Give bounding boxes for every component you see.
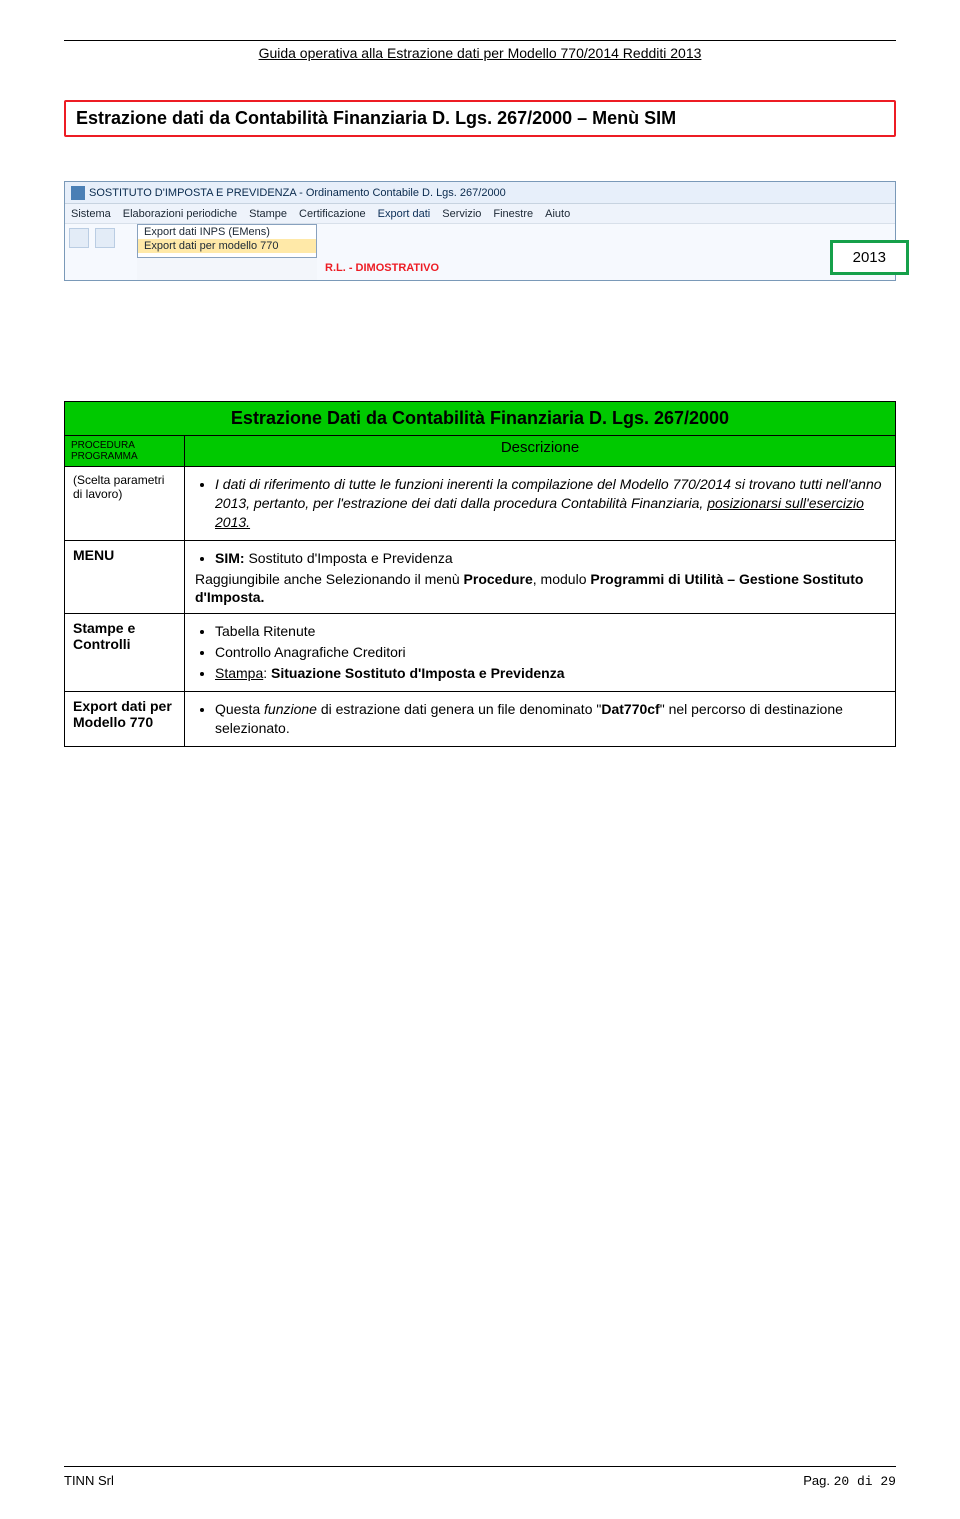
stampe-item3-u: Stampa	[215, 665, 263, 681]
menu-item: Aiuto	[545, 208, 570, 220]
row-label-scelta: (Scelta parametri di lavoro)	[65, 467, 185, 541]
row-label-stampe: Stampe e Controlli	[65, 614, 185, 692]
footer-left: TINN Srl	[64, 1473, 114, 1489]
screenshot-title-text: SOSTITUTO D'IMPOSTA E PREVIDENZA - Ordin…	[89, 187, 506, 199]
screenshot-toolbar	[65, 224, 137, 280]
status-left-label: R.L. - DIMOSTRATIVO	[325, 262, 439, 274]
export-dropdown: Export dati INPS (EMens) Export dati per…	[137, 224, 317, 258]
year-callout: 2013	[830, 240, 909, 275]
stampe-item: Tabella Ritenute	[215, 622, 887, 641]
table-sub-right: Descrizione	[185, 436, 896, 467]
menu-bullet-rest: Sostituto d'Imposta e Previdenza	[245, 550, 453, 566]
table-sub-left: PROCEDURA PROGRAMMA	[65, 436, 185, 467]
screenshot-menubar: Sistema Elaborazioni periodiche Stampe C…	[65, 204, 895, 224]
menu-item: Elaborazioni periodiche	[123, 208, 237, 220]
dropdown-item: Export dati INPS (EMens)	[138, 225, 316, 239]
screenshot-statusbar: R.L. - DIMOSTRATIVO Esercizio:	[317, 224, 895, 280]
export-mid: di estrazione dati genera un file denomi…	[317, 701, 601, 717]
stampe-item: Stampa: Situazione Sostituto d'Imposta e…	[215, 664, 887, 683]
footer-page-number: 20 di 29	[834, 1474, 896, 1489]
row-content-export: Questa funzione di estrazione dati gener…	[185, 692, 896, 747]
export-pre: Questa	[215, 701, 264, 717]
menu-line2-bold1: Procedure	[464, 571, 533, 587]
screenshot-titlebar: SOSTITUTO D'IMPOSTA E PREVIDENZA - Ordin…	[65, 182, 895, 204]
row-content-stampe: Tabella Ritenute Controllo Anagrafiche C…	[185, 614, 896, 692]
menu-item-export: Export dati	[378, 208, 431, 220]
row-content-scelta: I dati di riferimento di tutte le funzio…	[185, 467, 896, 541]
menu-line2-mid: , modulo	[533, 571, 591, 587]
footer-right: Pag. 20 di 29	[803, 1473, 896, 1489]
toolbar-button	[69, 228, 89, 248]
row-content-menu: SIM: Sostituto d'Imposta e Previdenza Ra…	[185, 540, 896, 614]
toolbar-button	[95, 228, 115, 248]
app-icon	[71, 186, 85, 200]
section-title-box: Estrazione dati da Contabilità Finanziar…	[64, 100, 896, 137]
dropdown-item-selected: Export dati per modello 770	[138, 239, 316, 253]
page-header-title: Guida operativa alla Estrazione dati per…	[64, 43, 896, 64]
stampe-item: Controllo Anagrafiche Creditori	[215, 643, 887, 662]
menu-bullet-bold: SIM:	[215, 550, 245, 566]
footer-right-pre: Pag.	[803, 1473, 833, 1488]
menu-line2-pre: Raggiungibile anche Selezionando il menù	[195, 571, 464, 587]
info-table: Estrazione Dati da Contabilità Finanziar…	[64, 401, 896, 747]
stampe-item3-rest: :	[263, 665, 271, 681]
table-header: Estrazione Dati da Contabilità Finanziar…	[65, 402, 896, 436]
row-label-menu: MENU	[65, 540, 185, 614]
row-label-export: Export dati per Modello 770	[65, 692, 185, 747]
app-screenshot: SOSTITUTO D'IMPOSTA E PREVIDENZA - Ordin…	[64, 181, 896, 281]
menu-item: Servizio	[442, 208, 481, 220]
menu-item: Certificazione	[299, 208, 366, 220]
export-italic: funzione	[264, 701, 317, 717]
menu-item: Finestre	[493, 208, 533, 220]
menu-item: Sistema	[71, 208, 111, 220]
page-footer: TINN Srl Pag. 20 di 29	[64, 1466, 896, 1489]
stampe-item3-bold: Situazione Sostituto d'Imposta e Previde…	[271, 665, 565, 681]
export-bold: Dat770cf	[601, 701, 659, 717]
menu-item: Stampe	[249, 208, 287, 220]
